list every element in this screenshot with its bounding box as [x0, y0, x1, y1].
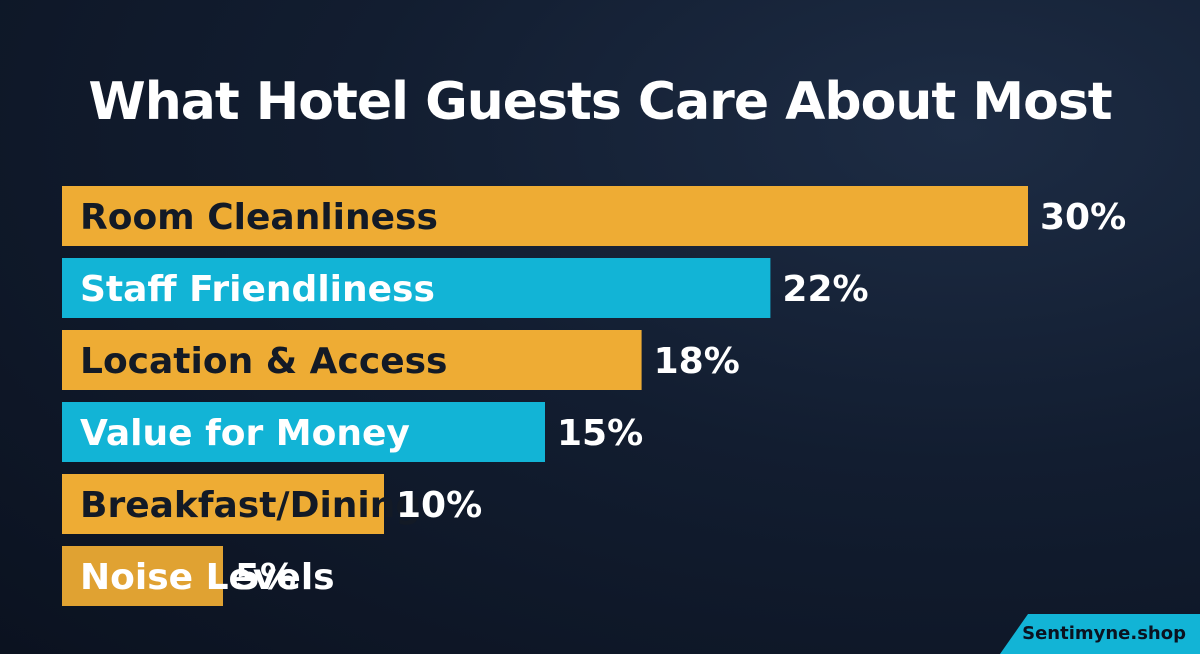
bar-location-access: [62, 330, 642, 390]
value-label-location-access: 18%: [654, 341, 740, 382]
watermark-text: Sentimyne.shop: [1022, 623, 1186, 644]
value-label-staff-friendliness: 22%: [782, 269, 868, 310]
bar-noise-levels: [62, 546, 223, 606]
value-label-room-cleanliness: 30%: [1040, 197, 1126, 238]
watermark-background: [1000, 614, 1200, 654]
watermark-badge: Sentimyne.shop: [1000, 614, 1200, 654]
bar-group-staff-friendliness: Staff Friendliness 22%: [62, 258, 869, 318]
bar-group-value-for-money: Value for Money 15%: [62, 402, 643, 462]
bar-group-room-cleanliness: Room Cleanliness 30%: [62, 186, 1126, 246]
bar-label-location-access: Location & Access: [80, 341, 448, 382]
bar-label-breakfast-dining: Breakfast/Dining: [80, 485, 421, 526]
bar-breakfast-dining: [62, 474, 384, 534]
bar-label-value-for-money: Value for Money: [80, 413, 410, 454]
bar-label-staff-friendliness: Staff Friendliness: [80, 269, 435, 310]
bar-label-noise-levels: Noise Levels: [80, 557, 335, 598]
bar-staff-friendliness: [62, 258, 771, 318]
bar-group-location-access: Location & Access 18%: [62, 330, 740, 390]
value-label-value-for-money: 15%: [557, 413, 643, 454]
value-label-breakfast-dining: 10%: [396, 485, 482, 526]
bar-label-room-cleanliness: Room Cleanliness: [80, 197, 438, 238]
bar-value-for-money: [62, 402, 545, 462]
bar-room-cleanliness: [62, 186, 1028, 246]
value-label-noise-levels: 5%: [235, 557, 296, 598]
chart-title: What Hotel Guests Care About Most: [88, 72, 1112, 132]
